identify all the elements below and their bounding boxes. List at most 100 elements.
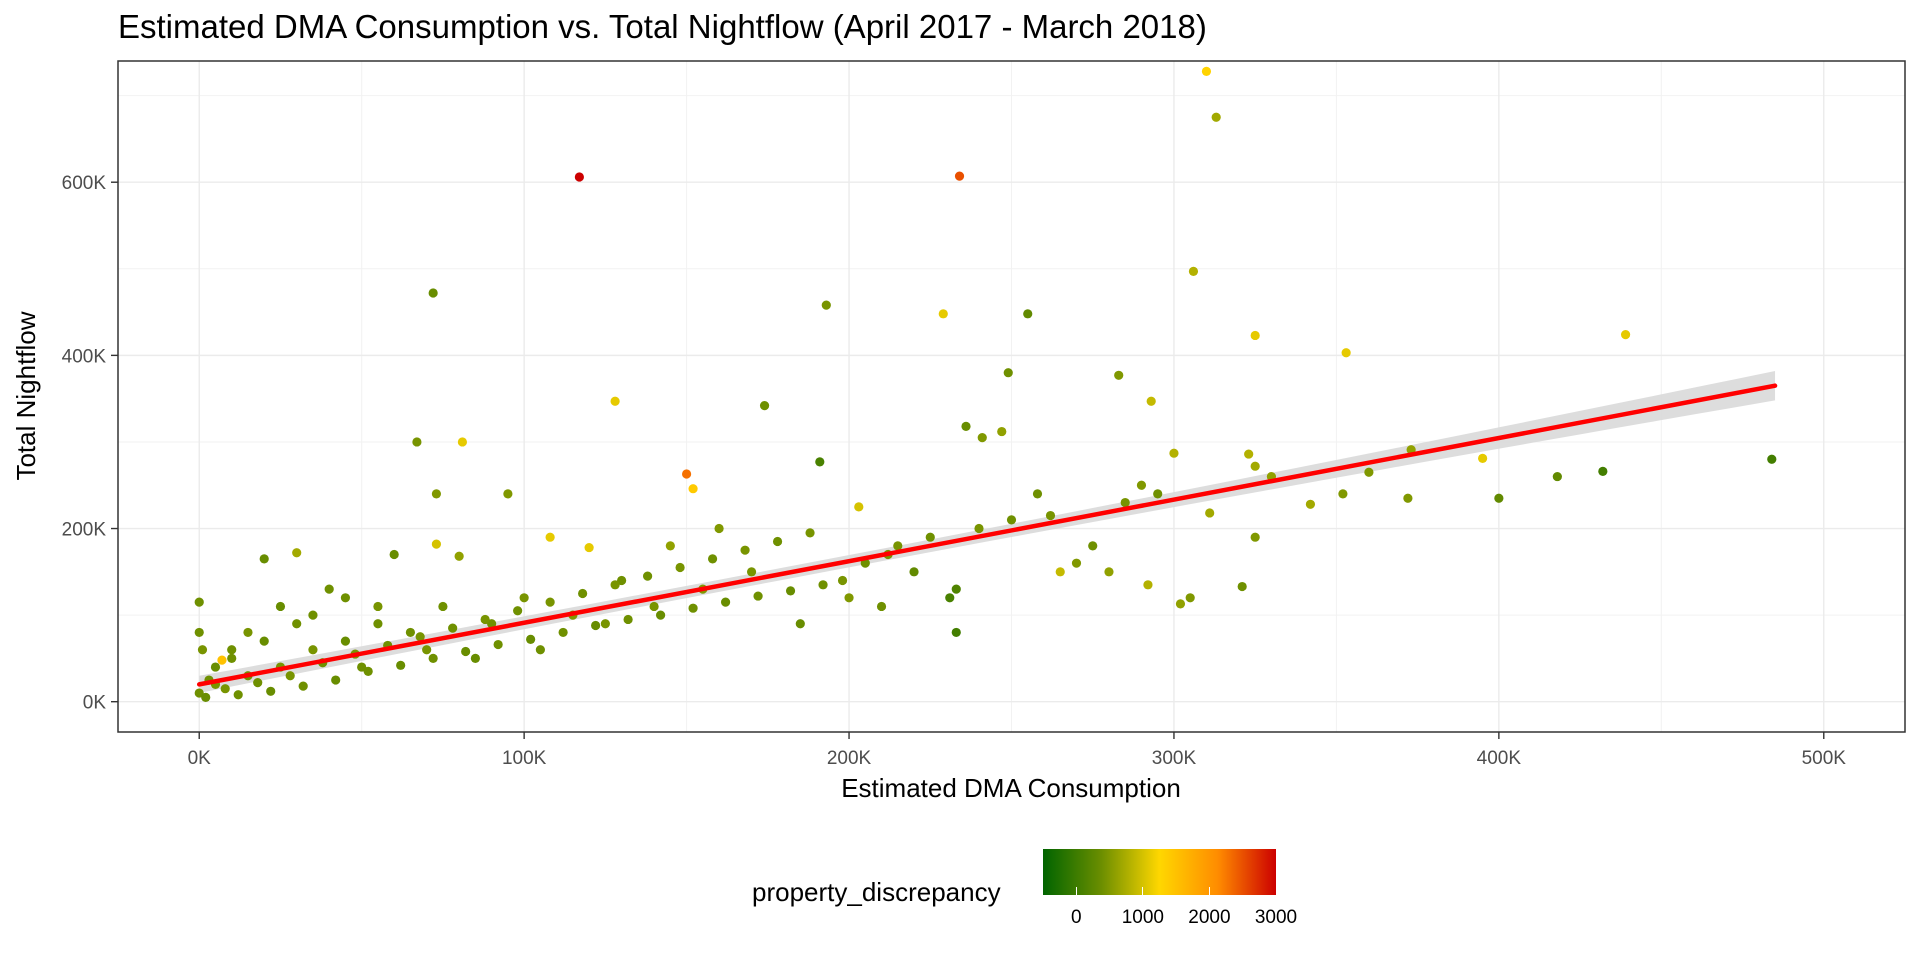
data-point bbox=[974, 523, 984, 534]
legend-title: property_discrepancy bbox=[752, 877, 1001, 907]
data-point bbox=[292, 619, 302, 629]
data-point bbox=[1185, 593, 1195, 603]
x-axis: 0K 100K 200K 300K 400K 500K bbox=[188, 732, 1847, 769]
data-point bbox=[759, 400, 770, 411]
data-point bbox=[194, 597, 204, 607]
data-point bbox=[1494, 493, 1504, 503]
panel-border bbox=[117, 60, 1906, 733]
data-point bbox=[860, 558, 870, 568]
data-point bbox=[1250, 330, 1260, 341]
data-point bbox=[373, 601, 383, 612]
legend-tick-mark bbox=[1208, 887, 1210, 895]
data-point bbox=[665, 541, 675, 551]
data-point bbox=[487, 619, 497, 629]
data-point bbox=[649, 601, 659, 612]
data-point bbox=[1032, 489, 1043, 499]
data-point bbox=[1045, 510, 1056, 521]
data-point bbox=[805, 528, 815, 538]
major-gridlines bbox=[118, 61, 1905, 732]
data-point bbox=[285, 671, 295, 681]
trend-line-layer bbox=[196, 383, 1778, 687]
data-point bbox=[324, 584, 334, 594]
data-point bbox=[1620, 329, 1631, 340]
data-point bbox=[818, 580, 828, 590]
x-tick-label: 400K bbox=[1477, 748, 1522, 769]
data-point bbox=[340, 636, 351, 646]
data-point bbox=[681, 469, 692, 479]
data-point bbox=[610, 580, 620, 590]
data-point bbox=[854, 502, 864, 512]
data-point bbox=[431, 539, 442, 549]
data-point bbox=[194, 627, 204, 638]
data-point bbox=[954, 171, 965, 181]
data-point bbox=[389, 549, 399, 560]
data-point bbox=[600, 619, 610, 629]
x-tick-label: 300K bbox=[1152, 748, 1197, 769]
data-point bbox=[259, 554, 269, 564]
data-point bbox=[405, 627, 416, 638]
data-point bbox=[415, 632, 425, 642]
legend-tick-label: 0 bbox=[1070, 907, 1082, 928]
data-point bbox=[308, 610, 318, 620]
data-point bbox=[1767, 454, 1777, 464]
data-point bbox=[1143, 580, 1153, 590]
data-point bbox=[253, 678, 263, 688]
data-point bbox=[396, 660, 406, 670]
data-point bbox=[454, 551, 464, 561]
data-point bbox=[217, 655, 227, 665]
data-point bbox=[428, 653, 438, 664]
data-point bbox=[363, 666, 373, 676]
data-point bbox=[591, 620, 601, 631]
data-point bbox=[925, 532, 935, 542]
data-point bbox=[266, 686, 276, 696]
x-tick-label: 0K bbox=[188, 748, 212, 769]
data-point bbox=[1364, 467, 1374, 477]
data-point bbox=[714, 523, 724, 534]
data-point bbox=[688, 603, 698, 613]
data-point bbox=[545, 532, 555, 542]
data-point bbox=[977, 433, 987, 443]
data-point bbox=[275, 601, 286, 612]
x-tick-label: 100K bbox=[502, 748, 547, 769]
data-point bbox=[1205, 508, 1215, 518]
data-point bbox=[357, 662, 367, 672]
data-point bbox=[844, 593, 854, 603]
confidence-band-layer bbox=[199, 370, 1776, 693]
data-point bbox=[753, 591, 763, 601]
chart-title: Estimated DMA Consumption vs. Total Nigh… bbox=[118, 8, 1207, 45]
data-point bbox=[961, 421, 971, 431]
data-point bbox=[746, 567, 757, 577]
data-point bbox=[448, 623, 458, 633]
data-point bbox=[951, 584, 961, 594]
data-point bbox=[1244, 449, 1254, 459]
legend-tick-label: 3000 bbox=[1254, 907, 1298, 928]
y-tick-label: 600K bbox=[62, 173, 107, 194]
x-tick-label: 500K bbox=[1802, 748, 1847, 769]
data-point bbox=[1305, 499, 1316, 509]
data-point bbox=[837, 575, 848, 586]
data-point bbox=[1153, 489, 1163, 499]
data-point bbox=[526, 634, 536, 644]
data-point bbox=[951, 627, 961, 638]
data-point bbox=[893, 541, 903, 551]
data-point bbox=[428, 288, 438, 298]
data-point bbox=[545, 597, 555, 607]
data-point bbox=[1023, 309, 1033, 319]
legend-tick-mark bbox=[1275, 887, 1277, 895]
data-point bbox=[431, 489, 442, 499]
data-point bbox=[412, 437, 422, 447]
data-point bbox=[243, 627, 253, 638]
data-point bbox=[259, 636, 269, 646]
data-point bbox=[197, 645, 208, 655]
data-point bbox=[617, 575, 627, 586]
data-point bbox=[1169, 448, 1179, 458]
data-point bbox=[558, 627, 568, 638]
data-point bbox=[1104, 567, 1114, 577]
minor-gridlines bbox=[118, 61, 1905, 732]
data-point bbox=[772, 536, 783, 547]
data-point bbox=[610, 396, 620, 406]
data-point bbox=[1088, 541, 1098, 551]
data-point bbox=[584, 542, 594, 553]
data-point bbox=[210, 662, 221, 672]
